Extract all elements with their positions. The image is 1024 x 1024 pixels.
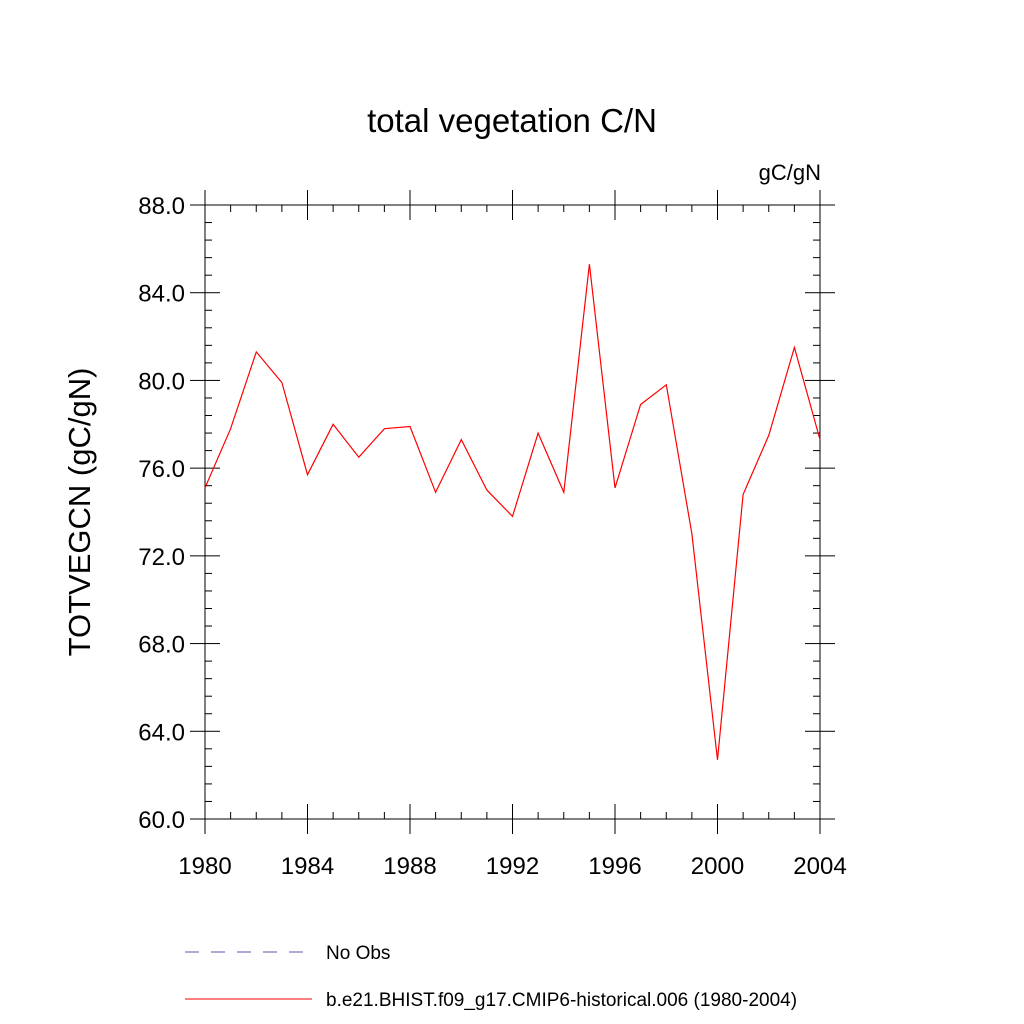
y-tick-label: 76.0 xyxy=(138,456,185,483)
x-tick-label: 2004 xyxy=(793,853,846,880)
plot-frame xyxy=(204,204,821,820)
axis-ticks: 1980 1984 1988 1992 1996 2000 2004 60.0 64.0 68.0… xyxy=(138,190,847,880)
y-tick-label: 72.0 xyxy=(138,544,185,571)
units-label: gC/gN xyxy=(759,160,821,185)
y-tick-label: 88.0 xyxy=(138,193,185,220)
x-tick-label: 1984 xyxy=(281,853,334,880)
x-tick-label: 1988 xyxy=(383,853,436,880)
x-tick-label: 2000 xyxy=(691,853,744,880)
y-tick-label: 80.0 xyxy=(138,368,185,395)
legend: No Obs b.e21.BHIST.f09_g17.CMIP6-historic… xyxy=(185,943,797,1011)
y-tick-label: 68.0 xyxy=(138,632,185,659)
x-tick-label: 1980 xyxy=(178,853,231,880)
y-axis-label: TOTVEGCN (gC/gN) xyxy=(62,368,97,657)
series-line xyxy=(204,264,821,760)
y-tick-label: 60.0 xyxy=(138,807,185,834)
chart-title: total vegetation C/N xyxy=(367,102,657,139)
legend-label: No Obs xyxy=(326,943,390,964)
series-lines xyxy=(204,264,821,760)
x-tick-label: 1992 xyxy=(486,853,539,880)
legend-label: b.e21.BHIST.f09_g17.CMIP6-historical.006… xyxy=(326,990,797,1011)
x-tick-label: 1996 xyxy=(588,853,641,880)
y-tick-label: 64.0 xyxy=(138,719,185,746)
y-tick-label: 84.0 xyxy=(138,281,185,308)
